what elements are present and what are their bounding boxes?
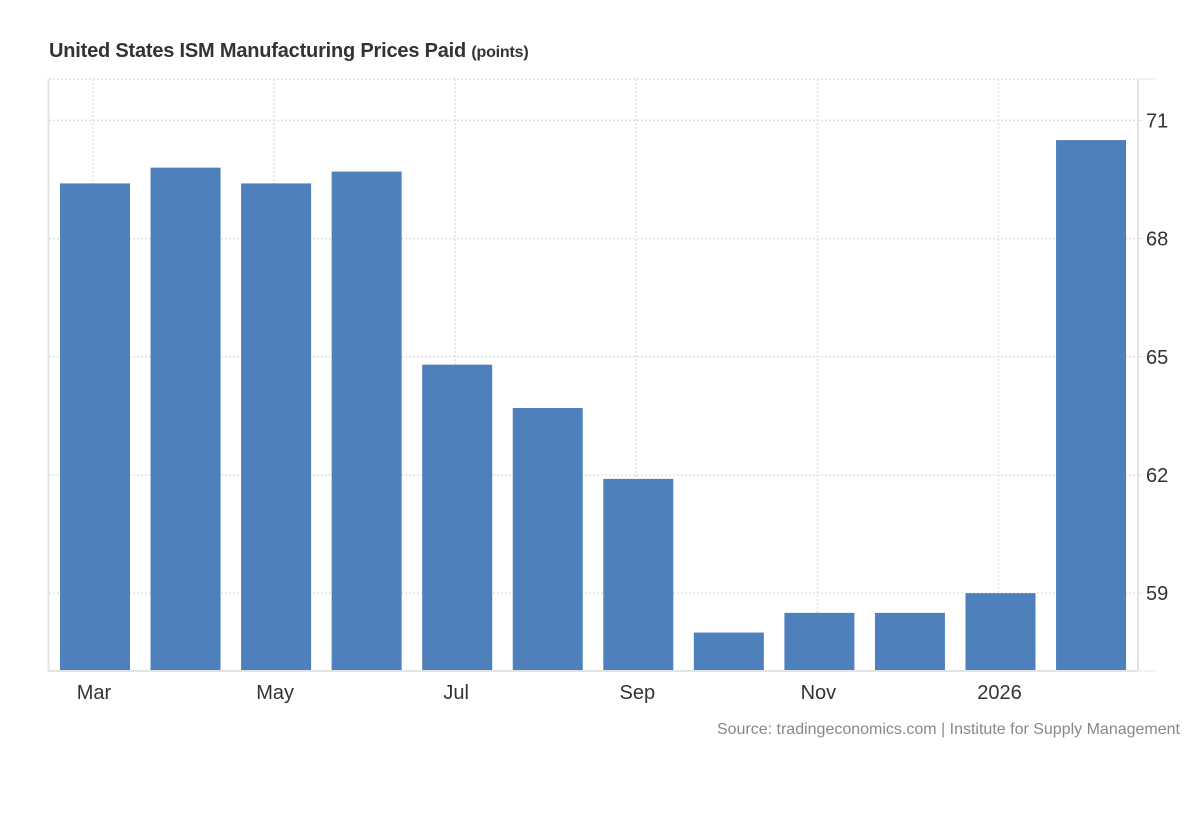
bar-sep-2025[interactable] <box>603 478 674 670</box>
x-tick-label: May <box>256 682 294 704</box>
bars <box>60 140 1127 670</box>
bar-mar-2025[interactable] <box>60 183 130 670</box>
y-tick-label: 62 <box>1146 465 1168 487</box>
tick-labels: 59 62 65 68 71 Mar May Jul Sep Nov 2026 <box>77 110 1168 704</box>
source-credit: Source: tradingeconomics.com | Institute… <box>716 721 1180 738</box>
x-tick-label: Nov <box>801 682 837 704</box>
y-tick-label: 71 <box>1146 110 1168 132</box>
bar-oct-2025[interactable] <box>693 632 764 670</box>
bar-jun-2025[interactable] <box>331 171 402 670</box>
x-tick-label: Jul <box>443 682 469 704</box>
bar-jan-2026[interactable] <box>965 593 1036 670</box>
chart-title-text: United States ISM Manufacturing Prices P… <box>49 40 467 62</box>
bar-apr-2025[interactable] <box>150 167 221 670</box>
y-tick-label: 65 <box>1146 347 1168 369</box>
axes <box>47 78 1155 672</box>
chart-title: United States ISM Manufacturing Prices P… <box>49 40 529 63</box>
y-tick-label: 59 <box>1146 583 1168 605</box>
bar-aug-2025[interactable] <box>512 407 583 670</box>
bar-dec-2025[interactable] <box>874 612 945 670</box>
bar-feb-2026[interactable] <box>1056 140 1127 670</box>
bar-nov-2025[interactable] <box>784 612 855 670</box>
x-tick-label: 2026 <box>977 682 1022 704</box>
y-tick-label: 68 <box>1146 229 1168 251</box>
x-tick-label: Sep <box>620 682 656 704</box>
bar-may-2025[interactable] <box>241 183 312 670</box>
x-tick-label: Mar <box>77 682 112 704</box>
chart-title-unit: (points) <box>471 44 529 61</box>
bar-jul-2025[interactable] <box>422 364 493 670</box>
